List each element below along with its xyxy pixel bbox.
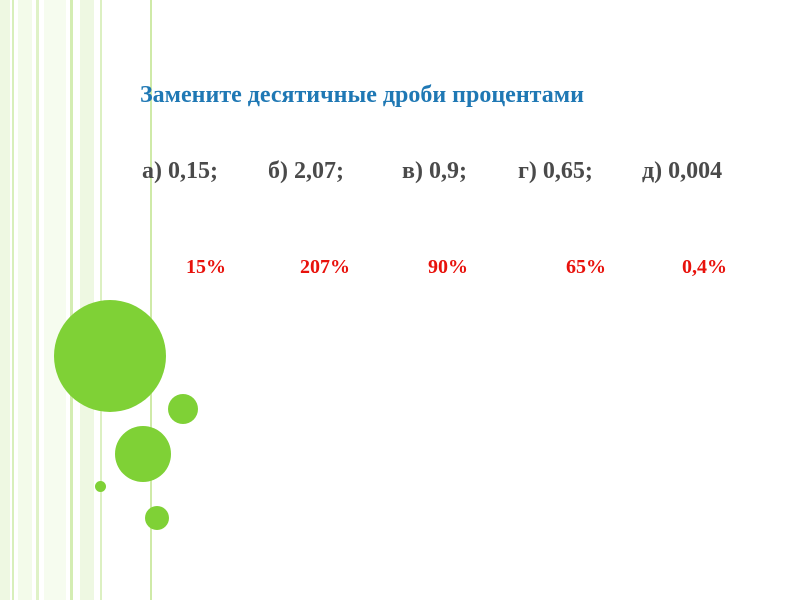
decor-stripe <box>18 0 32 600</box>
answer-d: 65% <box>566 256 606 278</box>
answer-b: 207% <box>300 256 350 278</box>
problem-e: д) 0,004 <box>642 158 723 184</box>
decor-stripe <box>12 0 14 600</box>
decor-stripe <box>70 0 73 600</box>
decor-circle-dot <box>95 481 106 492</box>
problem-a: а) 0,15; <box>142 158 218 184</box>
problem-c: в) 0,9; <box>402 158 467 184</box>
decor-stripe <box>80 0 94 600</box>
slide-title: Замените десятичные дроби процентами <box>140 82 584 108</box>
decor-stripe <box>44 0 66 600</box>
answer-e: 0,4% <box>682 256 727 278</box>
decor-stripe <box>36 0 39 600</box>
decor-stripe <box>0 0 10 600</box>
decor-circle-large <box>54 300 166 412</box>
problem-b: б) 2,07; <box>268 158 344 184</box>
decor-circle-small <box>145 506 169 530</box>
answer-c: 90% <box>428 256 468 278</box>
decor-stripe <box>150 0 152 600</box>
answer-a: 15% <box>186 256 226 278</box>
problem-d: г) 0,65; <box>518 158 593 184</box>
decor-circle-medium <box>115 426 171 482</box>
decor-circle-small <box>168 394 198 424</box>
